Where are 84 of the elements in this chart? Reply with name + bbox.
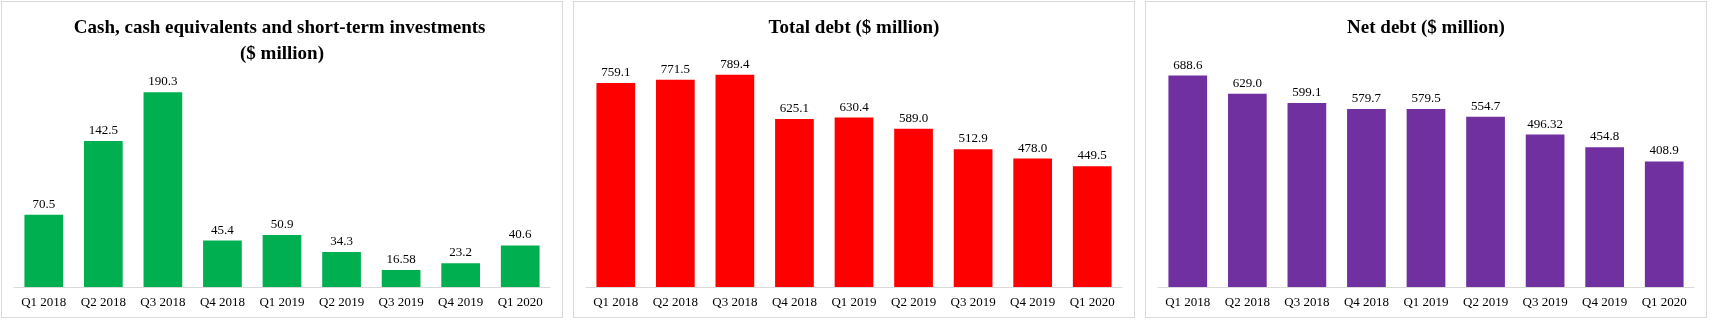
bar	[262, 234, 302, 287]
bar	[143, 92, 183, 287]
data-label: 478.0	[1018, 139, 1048, 155]
bar	[715, 74, 755, 287]
data-label: 40.6	[508, 226, 533, 242]
bar	[1585, 147, 1625, 287]
x-tick-label: Q3 2019	[378, 294, 424, 309]
data-label: 589.0	[898, 109, 929, 125]
x-tick-label: Q1 2020	[1641, 294, 1687, 309]
chart-title: Total debt ($ million)	[768, 15, 940, 38]
data-label: 579.7	[1351, 89, 1382, 105]
data-label: 34.3	[330, 232, 353, 248]
x-tick-label: Q1 2019	[831, 294, 877, 309]
data-label: 759.1	[601, 63, 631, 79]
x-tick-label: Q3 2019	[1522, 294, 1568, 309]
data-label: 142.5	[88, 122, 118, 138]
chart-title: Cash, cash equivalents and short-term investments ($ million)	[73, 15, 491, 64]
data-label: 629.0	[1232, 74, 1262, 90]
data-label: 599.1	[1292, 83, 1322, 99]
data-label: 70.5	[32, 195, 56, 211]
x-tick-label: Q2 2019	[318, 294, 365, 309]
bar	[655, 79, 695, 287]
bar	[1013, 158, 1053, 287]
x-tick-label: Q3 2018	[1284, 294, 1330, 309]
bar	[381, 270, 421, 287]
data-label: 496.32	[1527, 115, 1563, 131]
x-tick-label: Q3 2019	[950, 294, 996, 309]
bar	[441, 263, 481, 287]
x-tick-label: Q4 2018	[771, 294, 818, 309]
x-tick-label: Q4 2019	[438, 294, 484, 309]
x-tick-label: Q1 2018	[21, 294, 67, 309]
chart-title: Net debt ($ million)	[1347, 15, 1505, 38]
data-label: 408.9	[1649, 142, 1679, 158]
x-tick-label: Q1 2020	[1069, 294, 1115, 309]
x-tick-label: Q1 2020	[497, 294, 543, 309]
x-tick-label: Q1 2018	[1165, 294, 1211, 309]
bar	[1525, 134, 1565, 287]
data-label: 789.4	[720, 55, 751, 71]
data-label: 50.9	[270, 215, 294, 231]
data-label: 45.4	[211, 221, 235, 237]
data-label: 23.2	[449, 244, 473, 260]
bar	[24, 214, 64, 287]
data-label: 454.8	[1590, 128, 1620, 144]
bar	[834, 117, 874, 287]
data-label: 625.1	[779, 100, 810, 115]
x-tick-label: Q1 2019	[1403, 294, 1449, 309]
x-tick-label: Q2 2019	[1462, 294, 1509, 309]
x-tick-label: Q3 2018	[140, 294, 186, 309]
data-label: 688.6	[1173, 56, 1203, 72]
bar	[83, 141, 123, 287]
x-tick-label: Q3 2018	[712, 294, 758, 309]
bar	[1644, 161, 1684, 287]
bar	[1347, 108, 1386, 287]
data-label: 630.4	[839, 98, 870, 114]
bar	[1072, 166, 1112, 287]
bar	[1406, 109, 1446, 287]
data-label: 554.7	[1470, 97, 1501, 113]
x-tick-label: Q1 2018	[593, 294, 639, 309]
bar	[596, 82, 636, 287]
data-label: 190.3	[148, 73, 178, 89]
x-tick-label: Q2 2018	[80, 294, 126, 309]
data-label: 512.9	[958, 130, 988, 146]
bar	[500, 245, 540, 287]
x-tick-label: Q1 2019	[259, 294, 305, 309]
bar	[1466, 116, 1505, 287]
bar	[322, 251, 361, 287]
x-tick-label: Q4 2019	[1582, 294, 1628, 309]
data-label: 16.58	[386, 251, 416, 267]
bar	[894, 128, 933, 287]
x-tick-label: Q2 2018	[652, 294, 698, 309]
data-label: 579.5	[1411, 90, 1441, 106]
bar	[1287, 102, 1327, 287]
data-label: 771.5	[660, 60, 690, 76]
x-tick-label: Q4 2018	[1343, 294, 1390, 309]
bar	[1227, 93, 1267, 287]
x-tick-label: Q2 2018	[1224, 294, 1270, 309]
bar	[775, 119, 814, 287]
bar	[203, 240, 242, 287]
bar	[1168, 75, 1208, 287]
x-tick-label: Q2 2019	[890, 294, 937, 309]
x-tick-label: Q4 2019	[1010, 294, 1056, 309]
bar	[953, 149, 993, 287]
x-tick-label: Q4 2018	[199, 294, 246, 309]
data-label: 449.5	[1077, 147, 1107, 163]
